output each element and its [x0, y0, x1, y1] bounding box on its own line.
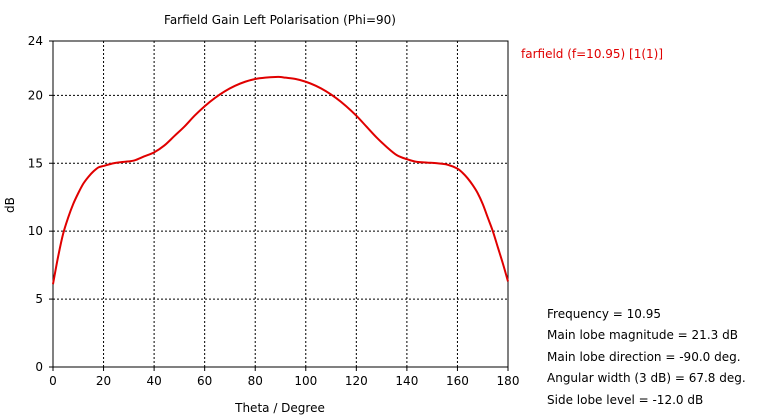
- x-tick-label: 100: [294, 374, 317, 388]
- y-tick-label: 0: [35, 360, 43, 374]
- grid-lines: [53, 41, 508, 367]
- main-lobe-magnitude-readout: Main lobe magnitude = 21.3 dB: [547, 328, 738, 343]
- x-tick-label: 0: [49, 374, 57, 388]
- legend-entry-farfield: farfield (f=10.95) [1(1)]: [521, 47, 663, 61]
- y-axis-ticks: 0 5 10 15 20 24: [28, 34, 53, 374]
- x-tick-label: 180: [497, 374, 520, 388]
- y-tick-label: 15: [28, 156, 43, 170]
- x-tick-label: 60: [197, 374, 212, 388]
- x-tick-label: 80: [248, 374, 263, 388]
- y-tick-label: 20: [28, 88, 43, 102]
- chart-title: Farfield Gain Left Polarisation (Phi=90): [164, 13, 396, 27]
- farfield-info-panel: Frequency = 10.95 Main lobe magnitude = …: [547, 304, 746, 411]
- x-axis-ticks: 0 20 40 60 80 100 120 140 160 180: [49, 367, 519, 388]
- series-line-farfield: [52, 75, 509, 285]
- frequency-readout: Frequency = 10.95: [547, 307, 662, 321]
- x-tick-label: 120: [345, 374, 368, 388]
- y-tick-label: 10: [28, 224, 43, 238]
- angular-width-readout: Angular width (3 dB) = 67.8 deg.: [547, 371, 746, 386]
- y-tick-label: 5: [35, 292, 43, 306]
- x-tick-label: 160: [446, 374, 469, 388]
- main-lobe-direction-readout: Main lobe direction = -90.0 deg.: [547, 349, 741, 364]
- y-tick-label: 24: [28, 34, 43, 48]
- x-tick-label: 40: [146, 374, 161, 388]
- x-tick-label: 20: [96, 374, 111, 388]
- y-axis-label: dB: [3, 197, 17, 213]
- plot-area-frame: [52, 40, 509, 368]
- x-tick-label: 140: [395, 374, 418, 388]
- side-lobe-level-readout: Side lobe level = -12.0 dB: [547, 392, 704, 407]
- x-axis-label: Theta / Degree: [234, 401, 325, 415]
